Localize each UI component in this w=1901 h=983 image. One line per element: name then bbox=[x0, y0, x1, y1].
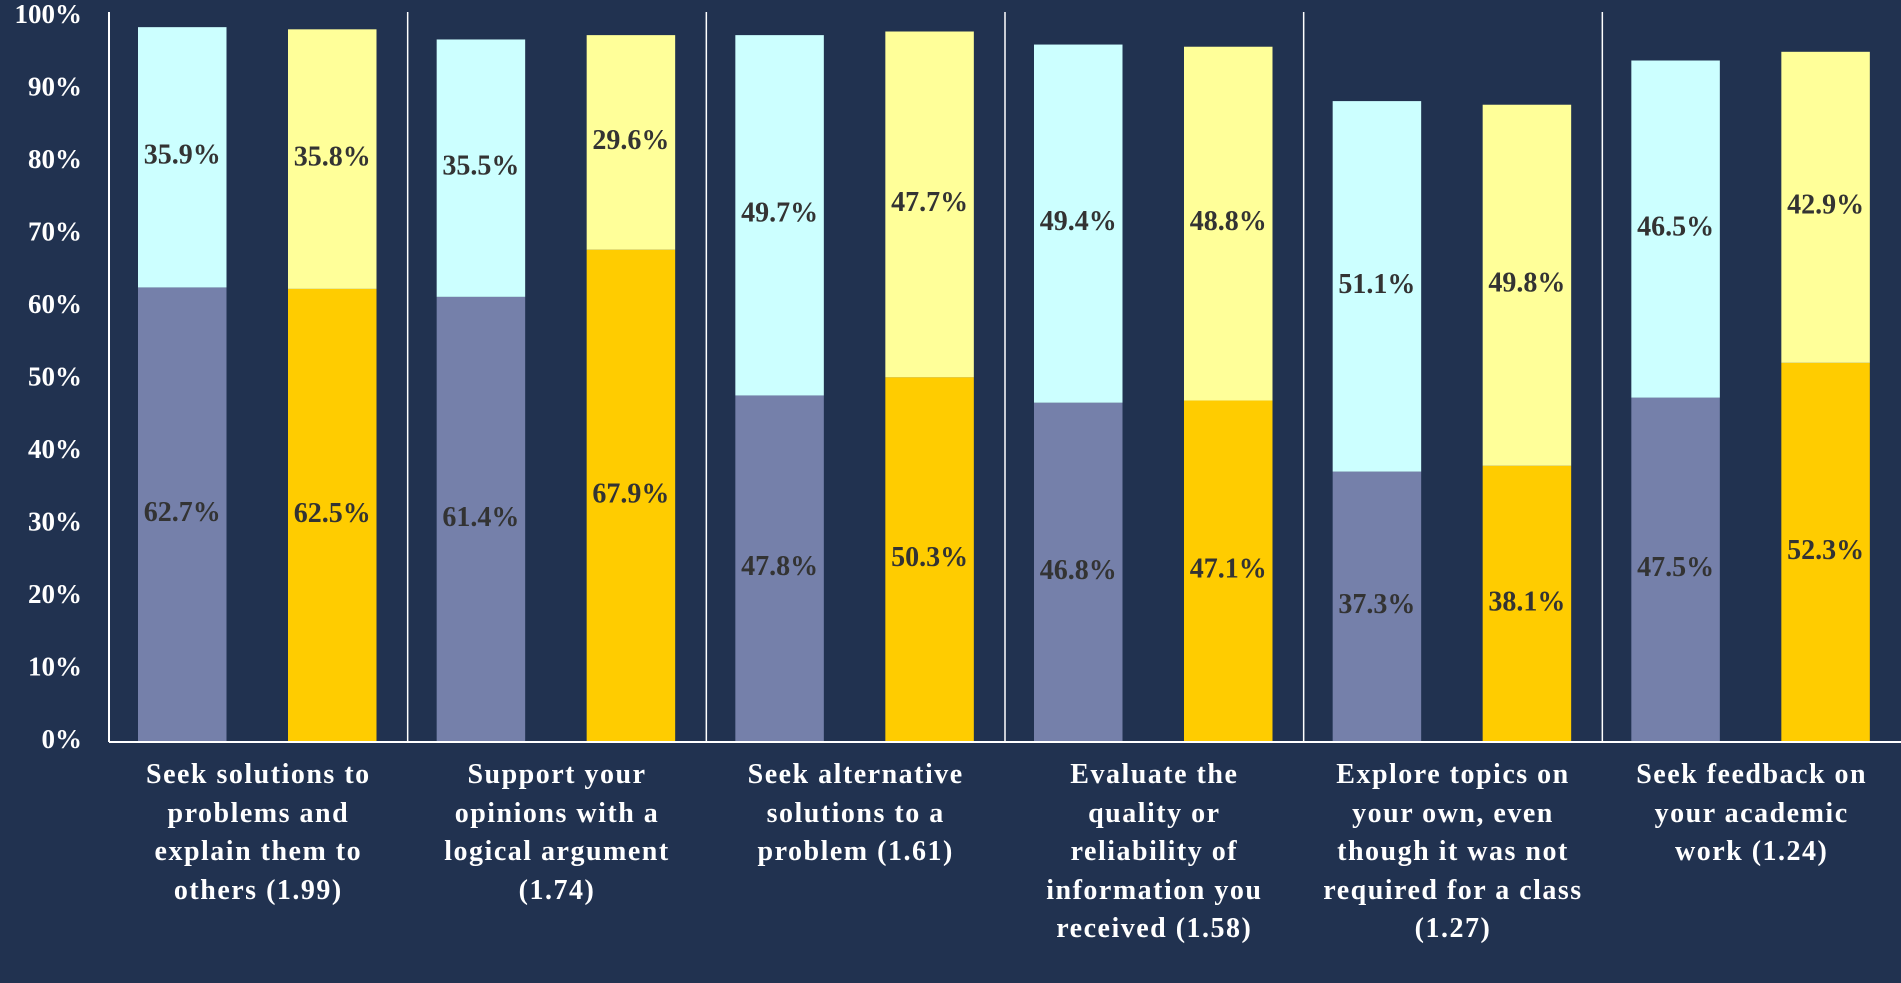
bar-segment bbox=[1332, 101, 1422, 472]
value-label: 51.1% bbox=[1338, 269, 1415, 300]
y-tick-label: 0% bbox=[42, 724, 83, 754]
y-tick-label: 20% bbox=[28, 579, 82, 609]
y-tick-label: 80% bbox=[28, 144, 82, 174]
bar-segment bbox=[1034, 402, 1123, 742]
value-label: 49.7% bbox=[741, 198, 818, 229]
value-label: 47.1% bbox=[1190, 554, 1267, 585]
value-label: 35.5% bbox=[442, 151, 519, 182]
bar-segment bbox=[1482, 465, 1572, 742]
value-label: 47.5% bbox=[1637, 552, 1714, 583]
bar-segment bbox=[1184, 400, 1273, 742]
bar-segment bbox=[586, 249, 676, 742]
y-tick-label: 40% bbox=[28, 434, 82, 464]
value-label: 35.8% bbox=[294, 142, 371, 173]
value-label: 46.5% bbox=[1637, 211, 1714, 242]
y-tick-label: 50% bbox=[28, 362, 82, 392]
bar-segment bbox=[885, 377, 974, 742]
x-tick-label: Seek alternative solutions to a problem … bbox=[747, 759, 964, 867]
bar-segment bbox=[1631, 397, 1720, 742]
bar-segment bbox=[1631, 60, 1720, 398]
x-tick-label: Evaluate the quality or reliability of i… bbox=[1046, 759, 1263, 944]
value-label: 61.4% bbox=[442, 502, 519, 533]
value-label: 67.9% bbox=[592, 478, 669, 509]
value-label: 49.4% bbox=[1040, 206, 1117, 237]
y-tick-label: 70% bbox=[28, 217, 82, 247]
bar-segment bbox=[735, 395, 824, 742]
bar-segment bbox=[586, 35, 676, 250]
value-label: 49.8% bbox=[1488, 268, 1565, 299]
y-tick-label: 10% bbox=[28, 652, 82, 682]
bar-segment bbox=[1781, 51, 1870, 363]
x-tick-label: Seek solutions to problems and explain t… bbox=[146, 759, 371, 906]
bar-segment bbox=[288, 29, 377, 289]
bar-segment bbox=[138, 27, 227, 288]
y-tick-label: 90% bbox=[28, 72, 82, 102]
bar-segment bbox=[1781, 362, 1870, 742]
value-label: 42.9% bbox=[1787, 190, 1864, 221]
value-label: 48.8% bbox=[1190, 206, 1267, 237]
bar-segment bbox=[436, 296, 526, 742]
bar-segment bbox=[735, 35, 824, 396]
value-label: 47.8% bbox=[741, 551, 818, 582]
bar-segment bbox=[138, 287, 227, 742]
value-label: 38.1% bbox=[1488, 586, 1565, 617]
bar-segment bbox=[1332, 471, 1422, 742]
bar-segment bbox=[885, 31, 974, 378]
value-label: 46.8% bbox=[1040, 555, 1117, 586]
y-tick-label: 100% bbox=[15, 0, 83, 29]
value-label: 62.7% bbox=[144, 497, 221, 528]
y-tick-label: 60% bbox=[28, 289, 82, 319]
value-label: 50.3% bbox=[891, 542, 968, 573]
bar-segment bbox=[436, 39, 526, 297]
y-tick-label: 30% bbox=[28, 507, 82, 537]
x-tick-label: Seek feedback on your academic work (1.2… bbox=[1636, 759, 1868, 867]
x-tick-label: Explore topics on your own, even though … bbox=[1323, 759, 1583, 944]
value-label: 35.9% bbox=[144, 140, 221, 171]
value-label: 29.6% bbox=[592, 125, 669, 156]
x-tick-label: Support your opinions with a logical arg… bbox=[444, 759, 670, 906]
bar-segment bbox=[1184, 46, 1273, 401]
value-label: 62.5% bbox=[294, 498, 371, 529]
value-label: 47.7% bbox=[891, 187, 968, 218]
bar-segment bbox=[1034, 44, 1123, 403]
value-label: 52.3% bbox=[1787, 535, 1864, 566]
bar-segment bbox=[288, 288, 377, 742]
bar-segment bbox=[1482, 104, 1572, 466]
value-label: 37.3% bbox=[1338, 589, 1415, 620]
